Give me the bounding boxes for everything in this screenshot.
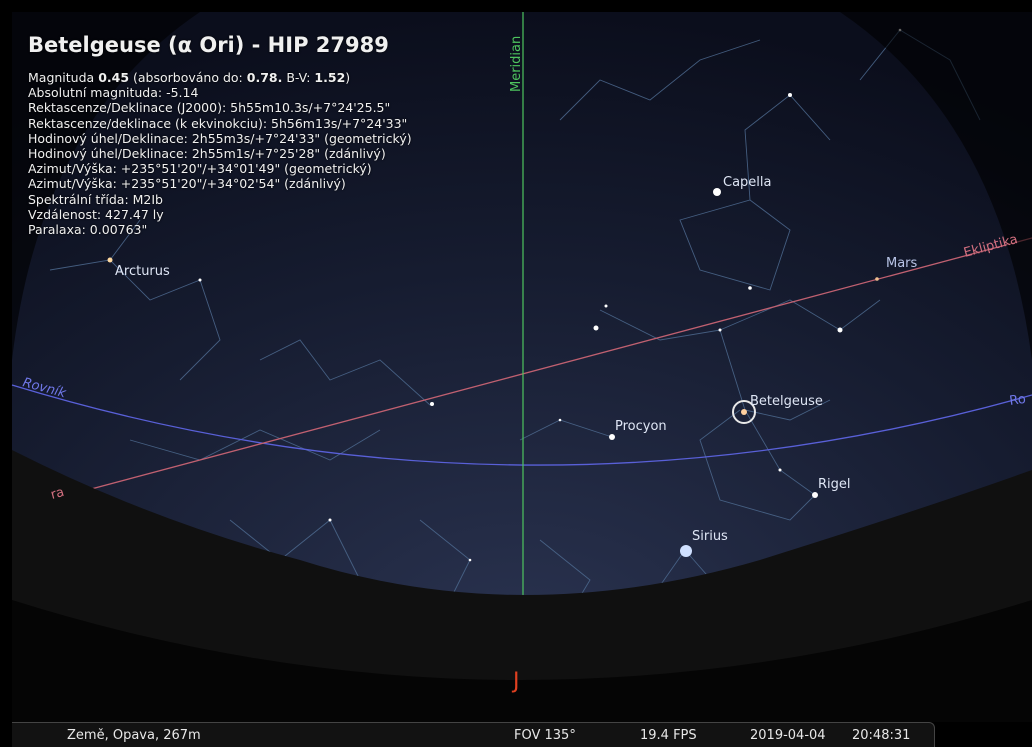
magnitude-line: Magnituda 0.45 (absorbováno do: 0.78. B-… (28, 70, 412, 85)
stellarium-window: Meridian Ekliptika ra Rovník Ro J Arctur… (0, 0, 1032, 747)
info-value: 0.78. (247, 70, 283, 85)
info-value: 0.45 (98, 70, 129, 85)
location[interactable]: Země, Opava, 267m (67, 728, 201, 743)
info-line: Hodinový úhel/Deklinace: 2h55m3s/+7°24'3… (28, 131, 412, 146)
fov: FOV 135° (514, 728, 576, 743)
info-line: Vzdálenost: 427.47 ly (28, 207, 412, 222)
cardinal-label: J (511, 669, 520, 694)
info-value: 1.52 (314, 70, 345, 85)
info-line: Absolutní magnituda: -5.14 (28, 85, 412, 100)
info-line: Hodinový úhel/Deklinace: 2h55m1s/+7°25'2… (28, 146, 412, 161)
info-line: Paralaxa: 0.00763" (28, 222, 412, 237)
info-line: Azimut/Výška: +235°51'20"/+34°01'49" (ge… (28, 161, 412, 176)
status-bar: Země, Opava, 267m FOV 135° 19.4 FPS 2019… (12, 722, 935, 747)
planet-label: Mars (886, 256, 918, 271)
date[interactable]: 2019-04-04 (750, 728, 826, 743)
info-label: Magnituda (28, 70, 94, 85)
info-line: Rektascenze/deklinace (k ekvinokciu): 5h… (28, 116, 412, 131)
star-label: Rigel (818, 477, 851, 492)
time[interactable]: 20:48:31 (852, 728, 910, 743)
star-label: Arcturus (115, 264, 170, 279)
object-title: Betelgeuse (α Ori) - HIP 27989 (28, 30, 412, 60)
info-label: B-V: (286, 70, 310, 85)
info-line: Rektascenze/Deklinace (J2000): 5h55m10.3… (28, 100, 412, 115)
info-label: (absorbováno do: (133, 70, 243, 85)
star-label: Betelgeuse (750, 394, 823, 409)
info-line: Spektrální třída: M2Ib (28, 192, 412, 207)
info-label: ) (345, 70, 350, 85)
meridian-label: Meridian (509, 36, 524, 92)
fps: 19.4 FPS (640, 728, 697, 743)
star-label: Procyon (615, 419, 667, 434)
info-line: Azimut/Výška: +235°51'20"/+34°02'54" (zd… (28, 176, 412, 191)
star-label: Capella (723, 175, 771, 190)
star-label: Sirius (692, 529, 728, 544)
equator-label: Ro (1008, 392, 1026, 409)
object-info: Betelgeuse (α Ori) - HIP 27989 Magnituda… (28, 30, 412, 237)
